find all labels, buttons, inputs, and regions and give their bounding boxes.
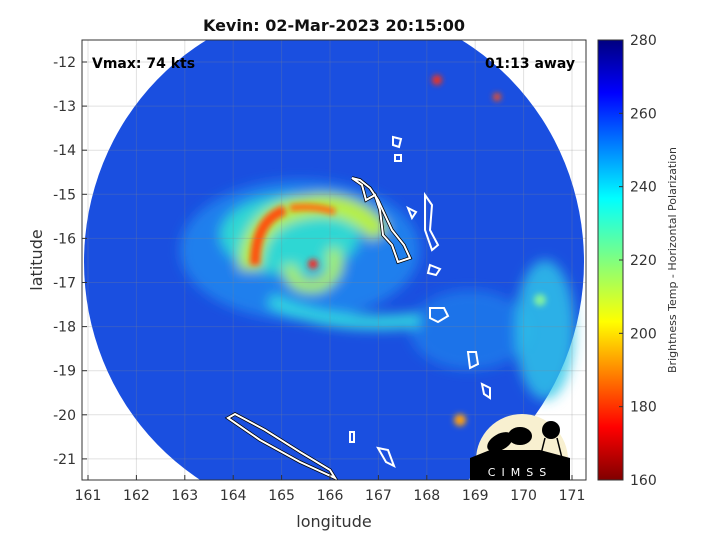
x-tick-label: 167 [365,488,392,504]
colorbar-tick-label: 160 [630,473,657,489]
y-axis-ticks: -12 -13 -14 -15 -16 -17 -18 -19 -20 -21 [53,55,87,468]
plot-title: Kevin: 02-Mar-2023 20:15:00 [203,16,465,35]
cimss-logo: CIMSS [470,414,570,480]
x-tick-label: 169 [462,488,489,504]
x-axis-label: longitude [296,512,371,531]
y-tick-label: -21 [53,452,76,468]
x-tick-label: 163 [171,488,198,504]
x-tick-label: 161 [75,488,102,504]
plot-area: 161 162 163 164 165 166 167 168 169 170 171 -12 -13… [53,39,587,504]
y-tick-label: -15 [53,187,76,203]
y-tick-label: -16 [53,231,76,247]
colorbar-tick-label: 200 [630,326,657,342]
x-tick-label: 168 [413,488,440,504]
y-tick-label: -12 [53,55,76,71]
x-tick-label: 170 [510,488,537,504]
y-tick-label: -13 [53,99,76,115]
y-tick-label: -19 [53,364,76,380]
y-tick-label: -18 [53,320,76,336]
time-offset-label: 01:13 away [485,56,575,72]
vmax-label: Vmax: 74 kts [92,56,195,72]
colorbar-tick-label: 260 [630,106,657,122]
x-tick-label: 166 [317,488,344,504]
logo-text: CIMSS [488,466,552,479]
x-tick-label: 171 [559,488,586,504]
coastlines [224,135,491,480]
colorbar: 280 260 240 220 200 180 160 Brightness Temp - … [597,33,679,489]
x-tick-label: 165 [268,488,295,504]
x-tick-label: 162 [123,488,150,504]
colorbar-tick-label: 280 [630,33,657,49]
microwave-swath [82,40,586,480]
y-axis-label: latitude [27,229,46,290]
grid-lines [82,40,586,480]
colorbar-label: Brightness Temp - Horizontal Polarizatio… [666,147,679,373]
x-tick-label: 164 [220,488,247,504]
x-axis-ticks: 161 162 163 164 165 166 167 168 169 170 171 [75,475,586,504]
colorbar-tick-label: 240 [630,180,657,196]
y-tick-label: -20 [53,408,76,424]
colorbar-tick-label: 220 [630,253,657,269]
colorbar-tick-label: 180 [630,400,657,416]
y-tick-label: -17 [53,276,76,292]
y-tick-label: -14 [53,143,76,159]
